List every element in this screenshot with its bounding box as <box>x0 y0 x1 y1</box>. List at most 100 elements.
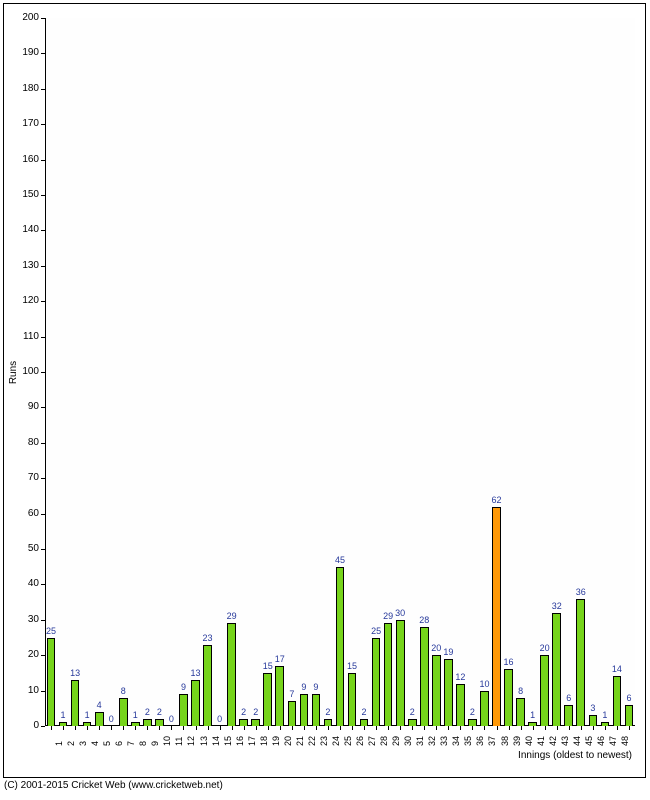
y-tick-mark <box>41 478 45 479</box>
x-tick-mark <box>605 726 606 730</box>
x-tick-label: 4 <box>90 741 100 746</box>
bar-value-label: 6 <box>560 693 577 703</box>
x-tick-label: 40 <box>524 736 534 746</box>
bar-value-label: 8 <box>115 686 132 696</box>
x-tick-label: 26 <box>355 736 365 746</box>
y-tick-label: 90 <box>15 401 39 412</box>
x-tick-label: 22 <box>307 736 317 746</box>
y-axis-title: Runs <box>8 361 19 384</box>
x-tick-mark <box>472 726 473 730</box>
bar <box>348 673 357 726</box>
x-tick-mark <box>629 726 630 730</box>
bar-value-label: 2 <box>404 707 421 717</box>
x-tick-mark <box>617 726 618 730</box>
x-tick-label: 27 <box>367 736 377 746</box>
bar-value-label: 0 <box>211 714 228 724</box>
x-tick-label: 31 <box>415 736 425 746</box>
y-tick-label: 10 <box>15 685 39 696</box>
y-tick-mark <box>41 514 45 515</box>
x-tick-mark <box>484 726 485 730</box>
x-tick-label: 45 <box>584 736 594 746</box>
bar-value-label: 9 <box>308 682 325 692</box>
x-tick-label: 24 <box>331 736 341 746</box>
bar <box>444 659 453 726</box>
x-tick-mark <box>316 726 317 730</box>
bar <box>288 701 297 726</box>
bar-value-label: 28 <box>416 615 433 625</box>
x-tick-mark <box>99 726 100 730</box>
x-tick-label: 48 <box>620 736 630 746</box>
bar-value-label: 12 <box>452 672 469 682</box>
y-tick-mark <box>41 89 45 90</box>
x-tick-mark <box>388 726 389 730</box>
bar <box>324 719 333 726</box>
copyright-text: (C) 2001-2015 Cricket Web (www.cricketwe… <box>4 780 223 791</box>
x-tick-label: 11 <box>174 737 184 746</box>
bar-value-label: 4 <box>91 700 108 710</box>
x-tick-mark <box>424 726 425 730</box>
x-tick-mark <box>123 726 124 730</box>
bar <box>540 655 549 726</box>
y-tick-label: 130 <box>15 260 39 271</box>
y-tick-label: 60 <box>15 508 39 519</box>
bar-value-label: 2 <box>320 707 337 717</box>
x-tick-label: 35 <box>463 736 473 746</box>
bar-value-label: 1 <box>597 710 614 720</box>
x-tick-mark <box>436 726 437 730</box>
x-tick-mark <box>87 726 88 730</box>
bar-value-label: 14 <box>609 664 626 674</box>
x-tick-mark <box>51 726 52 730</box>
y-tick-label: 160 <box>15 154 39 165</box>
x-tick-label: 19 <box>271 736 281 746</box>
bar-value-label: 15 <box>344 661 361 671</box>
bar-value-label: 29 <box>223 611 240 621</box>
y-tick-label: 70 <box>15 472 39 483</box>
x-tick-label: 16 <box>235 736 245 746</box>
x-tick-label: 20 <box>283 736 293 746</box>
x-tick-label: 32 <box>427 736 437 746</box>
bar-value-label: 32 <box>548 601 565 611</box>
y-tick-mark <box>41 655 45 656</box>
x-tick-label: 15 <box>223 736 233 746</box>
x-tick-label: 13 <box>199 736 209 746</box>
x-tick-label: 36 <box>475 736 485 746</box>
x-tick-mark <box>135 726 136 730</box>
x-tick-mark <box>340 726 341 730</box>
x-tick-mark <box>581 726 582 730</box>
x-tick-mark <box>376 726 377 730</box>
x-tick-mark <box>400 726 401 730</box>
x-tick-label: 28 <box>379 736 389 746</box>
x-tick-label: 39 <box>512 736 522 746</box>
x-tick-label: 47 <box>608 736 618 746</box>
x-tick-mark <box>256 726 257 730</box>
x-tick-mark <box>183 726 184 730</box>
x-tick-mark <box>292 726 293 730</box>
y-tick-label: 180 <box>15 83 39 94</box>
y-tick-mark <box>41 691 45 692</box>
y-tick-label: 170 <box>15 118 39 129</box>
x-tick-mark <box>159 726 160 730</box>
bar-value-label: 1 <box>55 710 72 720</box>
x-tick-mark <box>593 726 594 730</box>
x-tick-label: 2 <box>66 741 76 746</box>
x-tick-mark <box>448 726 449 730</box>
x-tick-label: 33 <box>439 736 449 746</box>
bar-value-label: 36 <box>572 587 589 597</box>
chart-container: 2511314081220913230292215177992451522529… <box>0 0 650 800</box>
bar-value-label: 45 <box>332 555 349 565</box>
y-tick-label: 40 <box>15 578 39 589</box>
y-tick-mark <box>41 18 45 19</box>
x-tick-label: 43 <box>560 736 570 746</box>
x-tick-mark <box>545 726 546 730</box>
bar-value-label: 2 <box>356 707 373 717</box>
bar <box>336 567 345 726</box>
y-tick-mark <box>41 160 45 161</box>
bar <box>504 669 513 726</box>
x-tick-label: 46 <box>596 736 606 746</box>
bar-value-label: 8 <box>512 686 529 696</box>
y-tick-label: 190 <box>15 47 39 58</box>
bar-value-label: 2 <box>464 707 481 717</box>
y-tick-label: 50 <box>15 543 39 554</box>
y-tick-mark <box>41 443 45 444</box>
y-tick-mark <box>41 549 45 550</box>
